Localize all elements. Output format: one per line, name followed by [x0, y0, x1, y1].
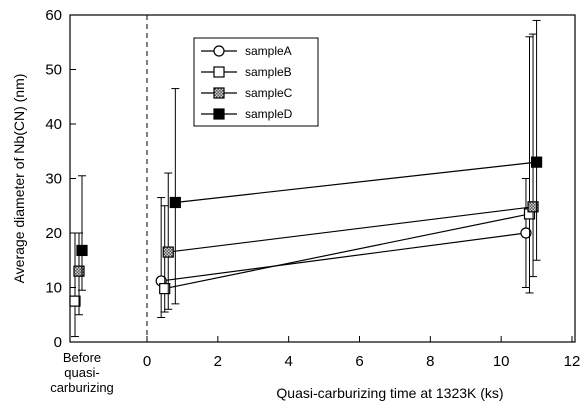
y-axis-title: Average diameter of Nb(CN) (nm) [11, 74, 27, 284]
legend: sampleA sampleB sampleC sampleD [193, 37, 319, 127]
series-line [164, 213, 530, 290]
data-point [162, 246, 174, 258]
series-sampleC [73, 33, 539, 316]
legend-label: sampleB [245, 65, 292, 79]
data-point [520, 227, 532, 239]
x-tick-label: 8 [426, 353, 434, 370]
series-sampleA [155, 178, 532, 318]
before-category-label: Before [63, 350, 101, 365]
series-sampleD [76, 19, 543, 305]
plot-frame [69, 14, 576, 343]
x-tick-label: 12 [564, 353, 581, 370]
legend-label: sampleD [245, 107, 293, 121]
y-tick-label: 40 [45, 116, 62, 133]
x-tick-label: 6 [355, 353, 363, 370]
plot-border [69, 14, 576, 343]
data-point [73, 265, 85, 277]
series-layer [69, 19, 543, 338]
before-category-label: carburizing [50, 380, 114, 395]
legend-marker [213, 87, 225, 99]
y-tick-label: 20 [45, 225, 62, 242]
data-point [169, 196, 181, 209]
series-line [161, 232, 527, 282]
series-line [168, 206, 534, 253]
y-tick-label: 50 [45, 62, 62, 79]
data-point [159, 282, 171, 295]
y-tick-label: 30 [45, 171, 62, 188]
y-tick-label: 0 [54, 334, 62, 351]
legend-marker [213, 108, 225, 120]
data-point [530, 156, 543, 168]
series-sampleB [69, 36, 536, 338]
x-tick-label: 10 [493, 353, 510, 370]
x-tick-label: 0 [143, 353, 151, 370]
x-tick-label: 4 [284, 353, 292, 370]
before-category-label: quasi- [64, 365, 99, 380]
legend-label: sampleA [245, 44, 292, 58]
y-tick-label: 60 [45, 7, 62, 24]
series-line [175, 161, 537, 204]
legend-marker [213, 45, 225, 57]
x-tick-label: 2 [214, 353, 222, 370]
legend-marker [213, 66, 225, 78]
x-axis-title: Quasi-carburizing time at 1323K (ks) [276, 385, 503, 401]
data-point [69, 295, 81, 307]
y-tick-label: 10 [45, 280, 62, 297]
legend-label: sampleC [245, 86, 293, 100]
axes: 0 10 20 30 40 50 60 0 2 4 6 8 10 12 Quasi-carburizing … [11, 7, 580, 401]
data-point [527, 201, 539, 213]
data-point [76, 244, 88, 257]
